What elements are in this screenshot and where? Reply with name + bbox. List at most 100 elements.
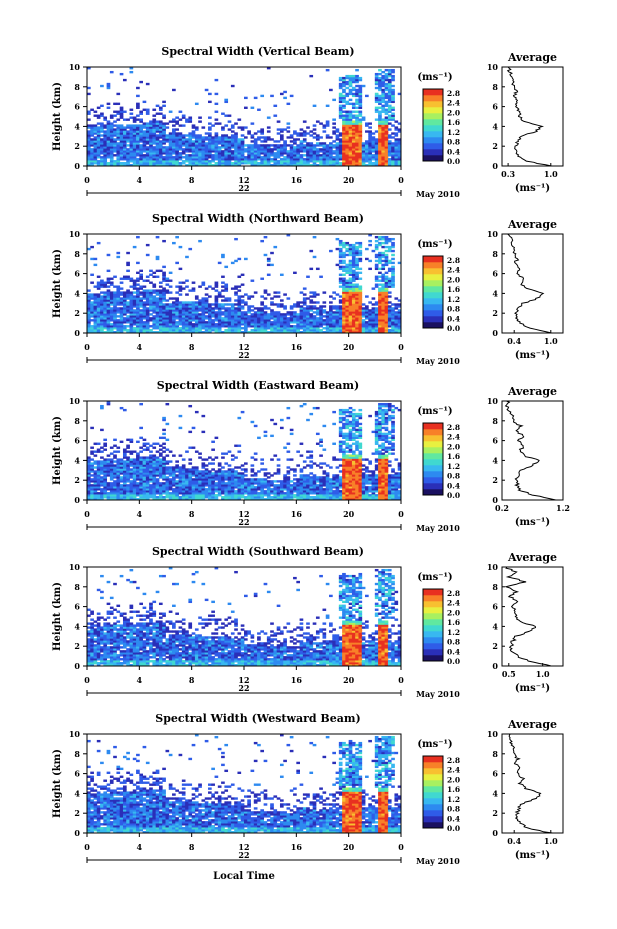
heatmap-cell — [100, 152, 104, 155]
heatmap-cell — [126, 470, 130, 473]
heatmap-cell — [185, 329, 189, 332]
heatmap-cell — [100, 279, 104, 282]
heatmap-cell — [273, 331, 278, 334]
heatmap-cell — [270, 251, 274, 255]
heatmap-cell — [198, 476, 202, 479]
heatmap-cell — [185, 154, 189, 157]
heatmap-cell — [96, 462, 101, 465]
heatmap-cell — [253, 96, 258, 100]
heatmap-cell — [116, 494, 121, 497]
heatmap-cell — [175, 261, 179, 265]
heatmap-cell — [387, 78, 392, 82]
heatmap-cell — [208, 152, 212, 155]
heatmap-cell — [348, 247, 353, 251]
heatmap-cell — [358, 110, 363, 113]
heatmap-cell — [214, 92, 219, 96]
heatmap-cell — [188, 158, 193, 161]
heatmap-cell — [302, 323, 307, 326]
heatmap-cell — [378, 114, 382, 117]
heatmap-cell — [152, 446, 157, 449]
panel-title: Spectral Width (Eastward Beam) — [157, 379, 359, 392]
heatmap-cell — [230, 134, 235, 137]
heatmap-cell — [257, 154, 261, 157]
heatmap-cell — [155, 462, 160, 465]
heatmap-cell — [302, 293, 307, 296]
heatmap-cell — [224, 114, 229, 117]
heatmap-cell — [198, 494, 202, 497]
heatmap-cell — [338, 112, 343, 115]
heatmap-cell — [178, 319, 183, 322]
heatmap-cell — [338, 96, 343, 100]
heatmap-cell — [90, 464, 94, 467]
heatmap-cell — [345, 164, 350, 167]
heatmap-cell — [266, 323, 271, 326]
heatmap-cell — [208, 160, 212, 163]
heatmap-cell — [211, 138, 215, 141]
heatmap-cell — [387, 317, 392, 320]
heatmap-cell — [149, 325, 153, 328]
heatmap-cell — [387, 281, 392, 284]
heatmap-cell — [270, 323, 274, 326]
heatmap-cell — [132, 486, 137, 489]
heatmap-cell — [355, 329, 359, 332]
heatmap-cell — [139, 323, 143, 326]
heatmap-cell — [106, 301, 111, 304]
heatmap-cell — [165, 438, 170, 441]
heatmap-cell — [351, 132, 356, 135]
heatmap-cell — [194, 164, 199, 167]
heatmap-cell — [90, 458, 94, 461]
heatmap-cell — [342, 315, 346, 318]
heatmap-cell — [378, 118, 382, 121]
heatmap-cell — [136, 136, 140, 139]
heatmap-cell — [312, 295, 317, 298]
heatmap-cell — [103, 150, 108, 153]
x-tick-label: 4 — [137, 342, 143, 352]
heatmap-cell — [96, 305, 101, 308]
heatmap-cell — [152, 289, 157, 292]
heatmap-cell — [155, 128, 160, 131]
heatmap-cell — [322, 309, 327, 312]
heatmap-cell — [335, 311, 340, 314]
heatmap-cell — [224, 160, 229, 163]
heatmap-cell — [96, 297, 101, 300]
heatmap-cell — [162, 116, 166, 119]
heatmap-cell — [90, 452, 94, 455]
heatmap-cell — [365, 146, 369, 149]
heatmap-cell — [136, 460, 140, 463]
heatmap-cell — [296, 317, 300, 320]
heatmap-cell — [126, 301, 130, 304]
heatmap-cell — [351, 299, 356, 302]
heatmap-cell — [109, 325, 114, 328]
heatmap-cell — [87, 158, 91, 161]
heatmap-cell — [322, 331, 327, 334]
heatmap-cell — [172, 482, 176, 485]
heatmap-cell — [332, 156, 336, 159]
heatmap-cell — [361, 307, 366, 310]
heatmap-cell — [185, 478, 189, 481]
heatmap-cell — [279, 160, 284, 163]
heatmap-cell — [374, 279, 379, 282]
heatmap-cell — [126, 269, 130, 273]
heatmap-cell — [342, 148, 346, 151]
heatmap-cell — [368, 331, 372, 334]
heatmap-cell — [250, 279, 255, 282]
heatmap-cell — [194, 476, 199, 479]
heatmap-cell — [87, 456, 91, 459]
heatmap-cell — [116, 458, 121, 461]
heatmap-cell — [136, 160, 140, 163]
heatmap-cell — [374, 160, 379, 163]
heatmap-cell — [217, 122, 222, 125]
heatmap-cell — [345, 327, 350, 330]
heatmap-cell — [90, 494, 94, 497]
heatmap-cell — [139, 297, 143, 300]
heatmap-cell — [263, 321, 268, 324]
heatmap-cell — [87, 86, 91, 90]
heatmap-cell — [371, 303, 376, 306]
colorbar-swatch — [423, 322, 443, 329]
heatmap-cell — [87, 490, 91, 493]
heatmap-cell — [109, 156, 114, 159]
heatmap-cell — [315, 136, 320, 139]
heatmap-cell — [250, 152, 255, 155]
heatmap-cell — [230, 130, 235, 133]
heatmap-cell — [155, 130, 160, 133]
